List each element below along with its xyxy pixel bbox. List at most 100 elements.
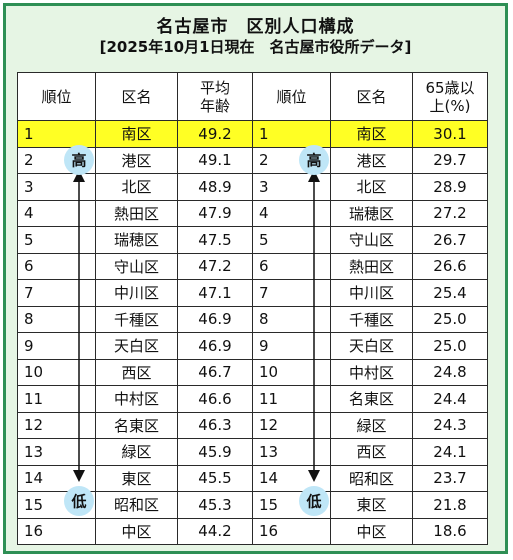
rank-cell-left: 16: [17, 517, 96, 545]
rank-cell-left: 13: [17, 438, 96, 466]
avg-age-cell: 46.9: [177, 305, 253, 333]
ward-cell-right: 天白区: [330, 332, 413, 360]
ward-cell-right: 守山区: [330, 226, 413, 254]
ward-cell-right: 緑区: [330, 411, 413, 439]
ward-cell-left: 北区: [95, 173, 178, 201]
over65-cell: 24.1: [412, 438, 488, 466]
rank-cell-right: 16: [252, 517, 331, 545]
ward-cell-left: 東区: [95, 464, 178, 492]
avg-age-cell: 47.2: [177, 252, 253, 280]
avg-age-cell: 47.9: [177, 199, 253, 227]
rank-cell-left: 4: [17, 199, 96, 227]
header-avg-age: 平均 年齢: [177, 72, 253, 121]
ward-cell-left: 守山区: [95, 252, 178, 280]
avg-age-cell: 49.2: [177, 120, 253, 148]
avg-age-cell: 49.1: [177, 146, 253, 174]
ward-cell-left: 千種区: [95, 305, 178, 333]
page-title: 名古屋市 区別人口構成: [156, 17, 355, 37]
ward-cell-left: 西区: [95, 358, 178, 386]
ward-cell-right: 東区: [330, 491, 413, 519]
header-rank-right: 順位: [252, 72, 331, 121]
ward-cell-left: 南区: [95, 120, 178, 148]
over65-cell: 30.1: [412, 120, 488, 148]
table-row: 3 北区 48.9 3 北区 28.9: [17, 173, 488, 201]
table-row: 7 中川区 47.1 7 中川区 25.4: [17, 279, 488, 307]
over65-cell: 26.7: [412, 226, 488, 254]
table-row: 15 昭和区 45.3 15 東区 21.8: [17, 491, 488, 519]
avg-age-cell: 46.7: [177, 358, 253, 386]
avg-age-cell: 46.3: [177, 411, 253, 439]
rank-cell-left: 8: [17, 305, 96, 333]
ward-cell-right: 昭和区: [330, 464, 413, 492]
ward-cell-left: 熱田区: [95, 199, 178, 227]
rank-cell-right: 11: [252, 385, 331, 413]
table-row: 11 中村区 46.6 11 名東区 24.4: [17, 385, 488, 413]
table-row: 8 千種区 46.9 8 千種区 25.0: [17, 305, 488, 333]
avg-age-cell: 47.1: [177, 279, 253, 307]
rank-cell-left: 3: [17, 173, 96, 201]
avg-age-cell: 46.9: [177, 332, 253, 360]
table-row: 2 港区 49.1 2 港区 29.7: [17, 146, 488, 174]
over65-cell: 23.7: [412, 464, 488, 492]
table-row: 1 南区 49.2 1 南区 30.1: [17, 120, 488, 148]
table-row: 4 熱田区 47.9 4 瑞穂区 27.2: [17, 199, 488, 227]
over65-cell: 24.8: [412, 358, 488, 386]
over65-cell: 25.0: [412, 332, 488, 360]
ward-cell-left: 天白区: [95, 332, 178, 360]
ward-cell-left: 中村区: [95, 385, 178, 413]
rank-cell-left: 11: [17, 385, 96, 413]
avg-age-cell: 44.2: [177, 517, 253, 545]
rank-cell-right: 2: [252, 146, 331, 174]
avg-age-cell: 47.5: [177, 226, 253, 254]
table-row: 13 緑区 45.9 13 西区 24.1: [17, 438, 488, 466]
ward-cell-right: 中村区: [330, 358, 413, 386]
rank-cell-left: 12: [17, 411, 96, 439]
over65-cell: 29.7: [412, 146, 488, 174]
rank-cell-left: 9: [17, 332, 96, 360]
rank-cell-left: 7: [17, 279, 96, 307]
ward-cell-right: 中区: [330, 517, 413, 545]
ward-cell-right: 千種区: [330, 305, 413, 333]
table-row: 6 守山区 47.2 6 熱田区 26.6: [17, 252, 488, 280]
header-ward-right: 区名: [330, 72, 413, 121]
rank-cell-left: 1: [17, 120, 96, 148]
rank-cell-right: 8: [252, 305, 331, 333]
ward-cell-right: 西区: [330, 438, 413, 466]
ward-cell-left: 中川区: [95, 279, 178, 307]
rank-cell-right: 7: [252, 279, 331, 307]
avg-age-cell: 45.5: [177, 464, 253, 492]
over65-cell: 24.4: [412, 385, 488, 413]
avg-age-cell: 48.9: [177, 173, 253, 201]
ward-cell-left: 中区: [95, 517, 178, 545]
rank-cell-left: 14: [17, 464, 96, 492]
header-row: 順位 区名 平均 年齢 順位 区名 65歳以 上(%): [17, 72, 488, 121]
table-row: 5 瑞穂区 47.5 5 守山区 26.7: [17, 226, 488, 254]
rank-cell-right: 3: [252, 173, 331, 201]
ward-cell-left: 名東区: [95, 411, 178, 439]
avg-age-cell: 45.3: [177, 491, 253, 519]
rank-cell-right: 13: [252, 438, 331, 466]
ward-cell-right: 瑞穂区: [330, 199, 413, 227]
over65-cell: 26.6: [412, 252, 488, 280]
ward-cell-right: 北区: [330, 173, 413, 201]
over65-cell: 25.0: [412, 305, 488, 333]
header-rank-left: 順位: [17, 72, 96, 121]
ward-cell-left: 瑞穂区: [95, 226, 178, 254]
rank-cell-right: 1: [252, 120, 331, 148]
over65-cell: 25.4: [412, 279, 488, 307]
table-row: 14 東区 45.5 14 昭和区 23.7: [17, 464, 488, 492]
ward-cell-right: 熱田区: [330, 252, 413, 280]
over65-cell: 18.6: [412, 517, 488, 545]
rank-cell-left: 5: [17, 226, 96, 254]
over65-cell: 24.3: [412, 411, 488, 439]
over65-cell: 28.9: [412, 173, 488, 201]
over65-cell: 21.8: [412, 491, 488, 519]
ranking-table: 順位 区名 平均 年齢 順位 区名 65歳以 上(%) 1 南区 49.2 1 南区 30.1…: [17, 72, 488, 545]
rank-cell-right: 6: [252, 252, 331, 280]
header-over65: 65歳以 上(%): [412, 72, 488, 121]
rank-cell-right: 5: [252, 226, 331, 254]
over65-cell: 27.2: [412, 199, 488, 227]
ward-cell-right: 中川区: [330, 279, 413, 307]
rank-cell-right: 9: [252, 332, 331, 360]
avg-age-cell: 46.6: [177, 385, 253, 413]
